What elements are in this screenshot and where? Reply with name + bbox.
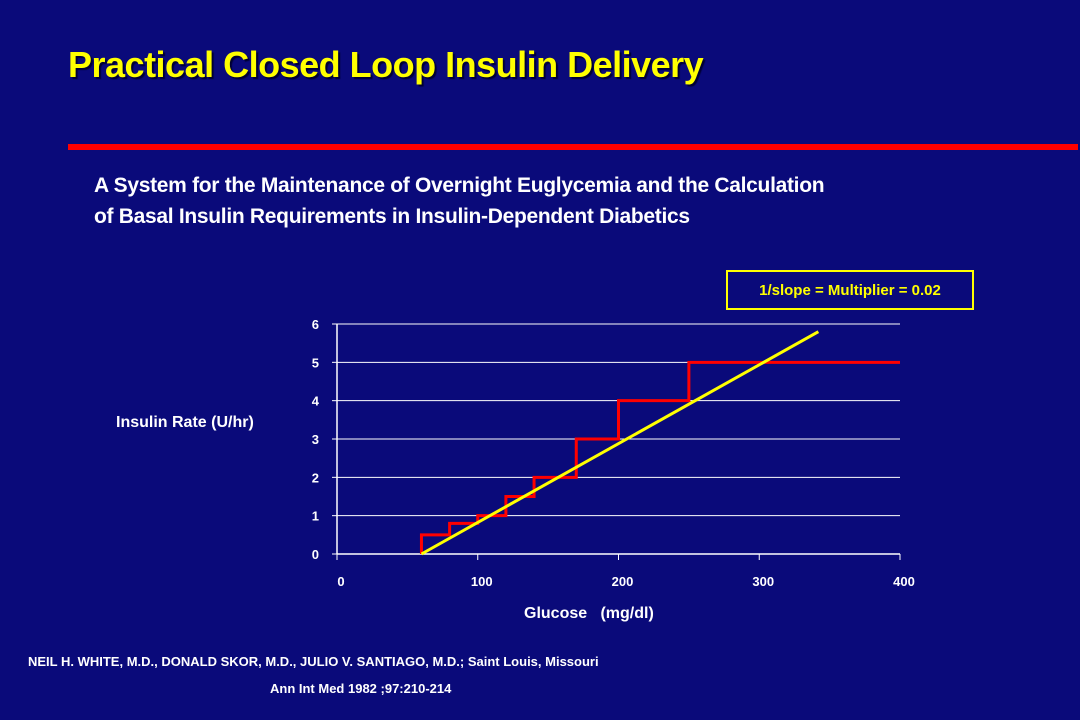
y-tick-label-6: 6 bbox=[312, 317, 319, 332]
y-tick-label-1: 1 bbox=[312, 509, 319, 524]
authors-line: NEIL H. WHITE, M.D., DONALD SKOR, M.D., … bbox=[28, 654, 599, 669]
y-axis-label: Insulin Rate (U/hr) bbox=[116, 414, 254, 431]
y-tick-label-2: 2 bbox=[312, 470, 319, 485]
x-tick-label-0: 0 bbox=[337, 574, 344, 589]
x-tick-label-400: 400 bbox=[893, 574, 915, 589]
x-tick-label-200: 200 bbox=[612, 574, 634, 589]
y-tick-label-0: 0 bbox=[312, 547, 319, 562]
y-tick-label-3: 3 bbox=[312, 432, 319, 447]
multiplier-annotation: 1/slope = Multiplier = 0.02 bbox=[726, 270, 974, 310]
subtitle-line-1: A System for the Maintenance of Overnigh… bbox=[94, 174, 825, 197]
x-tick-label-100: 100 bbox=[471, 574, 493, 589]
x-tick-label-300: 300 bbox=[752, 574, 774, 589]
series-layer bbox=[419, 330, 900, 556]
y-tick-label-5: 5 bbox=[312, 355, 319, 370]
y-tick-label-4: 4 bbox=[312, 394, 320, 409]
axis-layer: 0 1 2 3 4 5 6 0 100 200 300 400 bbox=[312, 317, 915, 589]
x-axis-label: Glucose (mg/dl) bbox=[524, 605, 654, 622]
insulin-step-series bbox=[419, 360, 900, 554]
title-divider bbox=[68, 144, 1078, 150]
slide-title: Practical Closed Loop Insulin Delivery bbox=[68, 44, 704, 85]
citation-line: Ann Int Med 1982 ;97:210-214 bbox=[270, 681, 452, 696]
subtitle: A System for the Maintenance of Overnigh… bbox=[94, 170, 825, 232]
subtitle-line-2: of Basal Insulin Requirements in Insulin… bbox=[94, 205, 690, 228]
regression-line-series bbox=[420, 330, 820, 556]
